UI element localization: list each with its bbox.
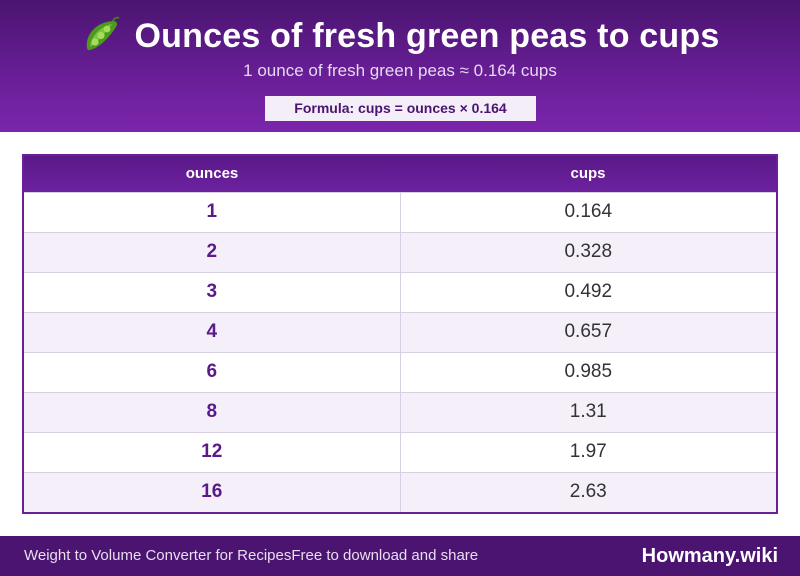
cups-cell: 0.657: [400, 311, 776, 352]
brand-logo-text: Howmany.wiki: [641, 545, 778, 567]
footer-tagline-converter: Weight to Volume Converter for Recipes: [24, 547, 292, 564]
ounces-cell: 3: [24, 271, 401, 312]
ounces-cell: 4: [24, 311, 401, 352]
table-row: 4 0.657: [24, 311, 776, 352]
table-row: 2 0.328: [24, 231, 776, 272]
ounces-cell: 8: [24, 391, 401, 432]
table-row: 1 0.164: [24, 191, 776, 232]
table-row: 16 2.63: [24, 471, 776, 512]
cups-cell: 1.97: [400, 431, 776, 472]
table-row: 3 0.492: [24, 271, 776, 312]
title-row: Ounces of fresh green peas to cups: [0, 14, 800, 58]
table-row: 6 0.985: [24, 351, 776, 392]
table-row: 8 1.31: [24, 391, 776, 432]
ounces-cell: 2: [24, 231, 401, 272]
cups-cell: 2.63: [400, 471, 776, 512]
conversion-table: ounces cups 1 0.164 2 0.328 3 0.492 4 0.…: [22, 154, 778, 514]
pea-pod-icon: [81, 16, 121, 56]
cups-cell: 0.328: [400, 231, 776, 272]
table-header-row: ounces cups: [24, 156, 776, 192]
header-banner: Ounces of fresh green peas to cups 1 oun…: [0, 0, 800, 132]
footer-bar: Weight to Volume Converter for RecipesFr…: [0, 536, 800, 576]
formula-badge: Formula: cups = ounces × 0.164: [265, 96, 536, 121]
ounces-cell: 16: [24, 471, 401, 512]
cups-cell: 0.985: [400, 351, 776, 392]
column-header-cups: cups: [400, 156, 776, 192]
cups-cell: 1.31: [400, 391, 776, 432]
ounces-cell: 1: [24, 191, 401, 232]
ounces-cell: 12: [24, 431, 401, 472]
cups-cell: 0.164: [400, 191, 776, 232]
footer-tagline: Weight to Volume Converter for RecipesFr…: [24, 536, 478, 576]
ounces-cell: 6: [24, 351, 401, 392]
page-title: Ounces of fresh green peas to cups: [134, 16, 720, 55]
conversion-subtitle: 1 ounce of fresh green peas ≈ 0.164 cups: [243, 61, 557, 80]
cups-cell: 0.492: [400, 271, 776, 312]
column-header-ounces: ounces: [24, 156, 400, 192]
footer-tagline-share: Free to download and share: [291, 547, 479, 564]
table-row: 12 1.97: [24, 431, 776, 472]
